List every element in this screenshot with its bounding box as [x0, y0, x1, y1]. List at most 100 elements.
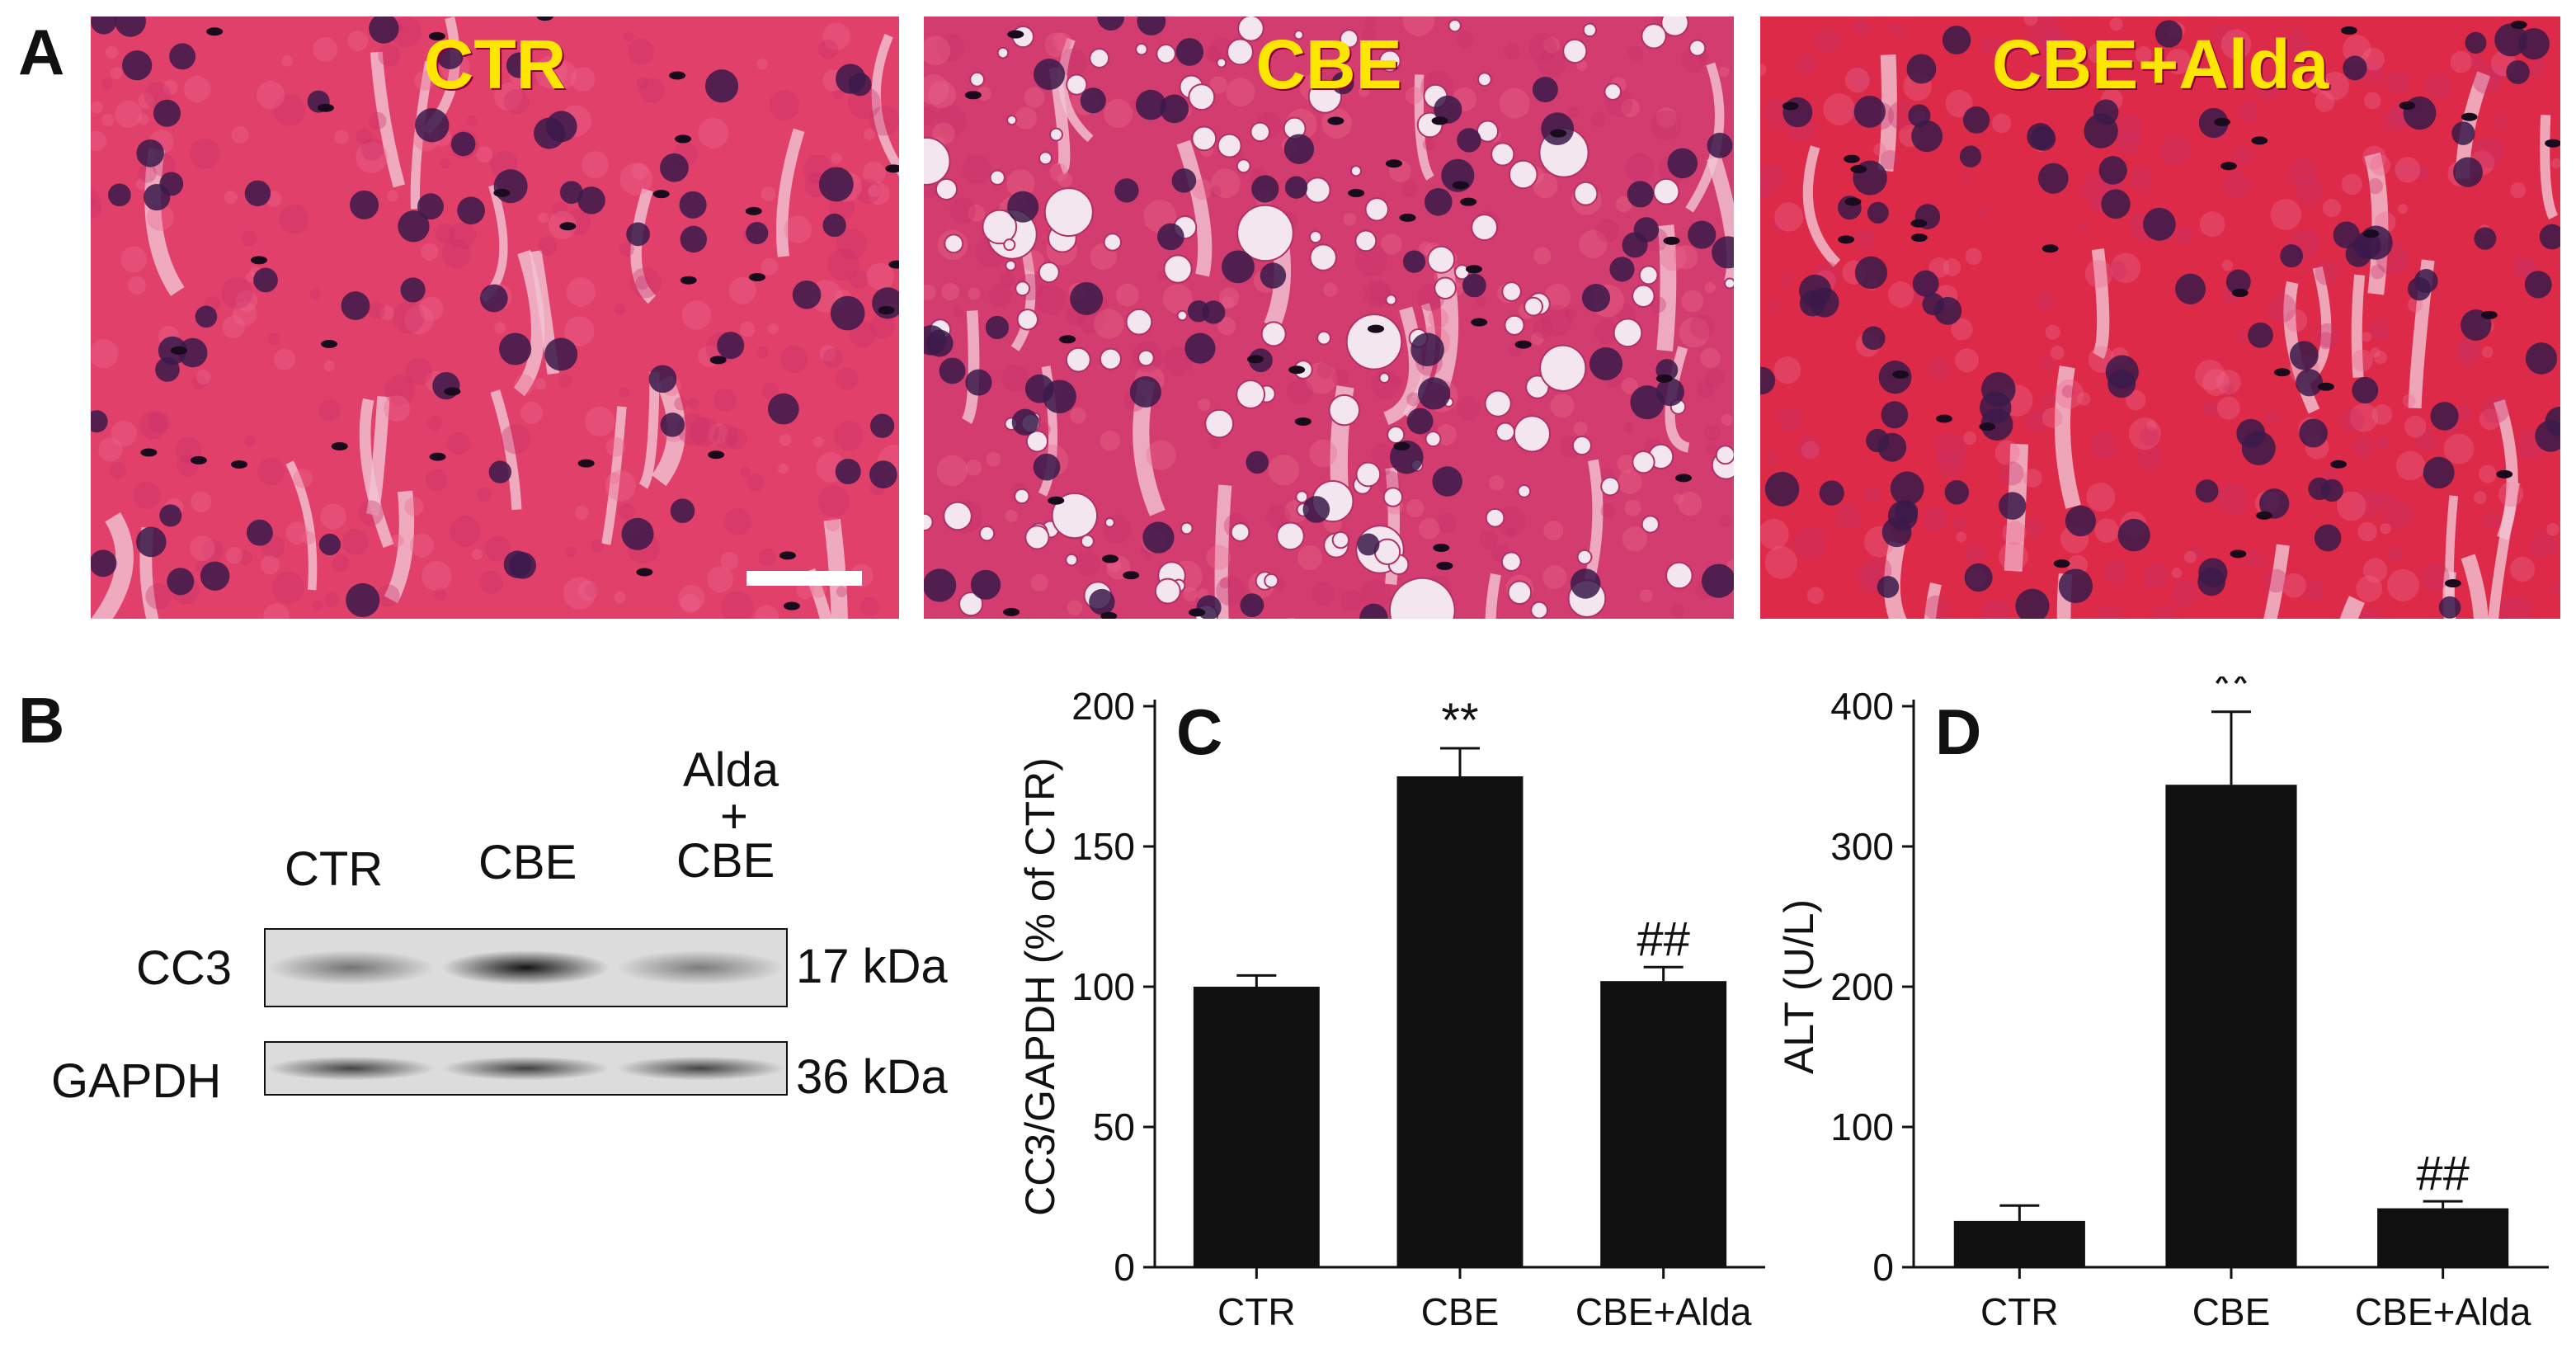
- nucleus: [545, 111, 577, 143]
- cytoplasm-granule: [1777, 407, 1802, 432]
- nucleus: [1246, 450, 1269, 474]
- nucleus: [648, 365, 677, 394]
- nucleus: [1359, 603, 1388, 619]
- cytoplasm-granule: [826, 248, 860, 281]
- lipid-vacuole: [1582, 22, 1598, 38]
- nucleus: [1260, 262, 1287, 289]
- cytoplasm-granule: [1305, 362, 1337, 394]
- cytoplasm-granule: [2443, 433, 2475, 464]
- kupffer-nucleus: [680, 276, 697, 285]
- nucleus: [559, 181, 583, 205]
- nucleus: [1999, 492, 2027, 520]
- lipid-vacuole: [1316, 330, 1331, 346]
- cytoplasm-granule: [1209, 437, 1221, 450]
- nucleus: [1877, 576, 1900, 598]
- lipid-vacuole: [924, 512, 934, 532]
- lipid-vacuole: [1660, 16, 1689, 37]
- cytoplasm-granule: [1503, 43, 1520, 60]
- nucleus: [1906, 54, 1937, 84]
- nucleus: [1129, 375, 1161, 408]
- kupffer-nucleus: [2341, 26, 2357, 35]
- cytoplasm-granule: [1674, 245, 1698, 270]
- lipid-vacuole: [1345, 314, 1403, 370]
- cytoplasm-granule: [1343, 212, 1357, 226]
- cytoplasm-granule: [2455, 339, 2482, 366]
- cytoplasm-granule: [1834, 502, 1862, 530]
- lipid-vacuole: [1339, 29, 1359, 49]
- cytoplasm-granule: [1681, 290, 1704, 313]
- cytoplasm-granule: [1457, 396, 1481, 421]
- cytoplasm-granule: [1309, 439, 1337, 468]
- cytoplasm-granule: [1623, 422, 1635, 433]
- cytoplasm-granule: [2499, 594, 2531, 619]
- kupffer-nucleus: [636, 568, 653, 577]
- cytoplasm-granule: [2349, 403, 2379, 432]
- chart-d-svg: 0 100 200 300 400 ALT (U/L) D CTR CBE ** CBE+Alda #…: [1776, 676, 2549, 1333]
- sinusoid: [1707, 155, 1734, 283]
- lipid-vacuole: [1006, 115, 1018, 126]
- kupffer-nucleus: [1910, 233, 1928, 243]
- lipid-vacuole: [1378, 372, 1391, 384]
- cytoplasm-granule: [1209, 185, 1222, 198]
- nucleus: [195, 305, 218, 328]
- cytoplasm-granule: [391, 534, 404, 548]
- cytoplasm-granule: [1814, 26, 1839, 53]
- cytoplasm-granule: [91, 199, 102, 219]
- cytoplasm-granule: [1479, 530, 1498, 549]
- sinusoid: [638, 371, 660, 489]
- cytoplasm-granule: [689, 417, 719, 447]
- cytoplasm-granule: [404, 304, 435, 335]
- cytoplasm-granule: [2519, 260, 2536, 276]
- lipid-vacuole: [1665, 561, 1693, 590]
- cytoplasm-granule: [869, 313, 895, 339]
- cytoplasm-granule: [235, 290, 258, 312]
- cytoplasm-granule: [2361, 332, 2372, 342]
- cytoplasm-granule: [1651, 110, 1681, 141]
- protein-label-cc3: CC3: [136, 941, 233, 995]
- nucleus: [2107, 369, 2136, 398]
- cytoplasm-granule: [356, 141, 388, 173]
- cytoplasm-granule: [2351, 349, 2373, 372]
- lipid-vacuole: [1688, 39, 1707, 57]
- panel-b-letter: B: [18, 684, 65, 757]
- kupffer-nucleus: [1782, 101, 1799, 111]
- significance-marker: **: [2212, 676, 2249, 711]
- cytoplasm-granule: [1211, 168, 1241, 199]
- cytoplasm-granule: [1370, 370, 1401, 399]
- lipid-vacuole: [1638, 265, 1659, 285]
- cytoplasm-granule: [2413, 163, 2430, 181]
- cytoplasm-granule: [1206, 544, 1231, 570]
- kupffer-nucleus: [2231, 289, 2249, 298]
- cytoplasm-granule: [356, 129, 373, 145]
- cytoplasm-granule: [769, 90, 799, 120]
- cytoplasm-granule: [2051, 49, 2062, 60]
- cytoplasm-granule: [584, 583, 598, 597]
- nucleus: [869, 460, 897, 489]
- cytoplasm-granule: [566, 277, 596, 307]
- micrograph-ctr-image: [91, 16, 899, 619]
- y-tick-label: 400: [1830, 685, 1894, 728]
- lipid-vacuole: [1485, 507, 1505, 528]
- cytoplasm-granule: [1406, 392, 1421, 407]
- nucleus: [499, 332, 532, 365]
- nucleus: [830, 295, 865, 331]
- cytoplasm-granule: [864, 128, 876, 140]
- cytoplasm-granule: [2322, 199, 2341, 218]
- nucleus: [792, 280, 822, 309]
- nucleus: [2423, 456, 2455, 489]
- nucleus: [818, 167, 854, 202]
- cytoplasm-granule: [575, 506, 589, 520]
- cytoplasm-granule: [109, 461, 127, 479]
- cytoplasm-granule: [2264, 568, 2288, 593]
- kupffer-nucleus: [1101, 554, 1119, 563]
- cytoplasm-granule: [1024, 87, 1045, 108]
- cytoplasm-granule: [2342, 35, 2371, 64]
- cytoplasm-granule: [1801, 441, 1820, 460]
- cytoplasm-granule: [936, 34, 965, 62]
- nucleus: [503, 550, 531, 578]
- cytoplasm-granule: [1844, 68, 1870, 93]
- kupffer-nucleus: [429, 452, 446, 461]
- lipid-vacuole: [1501, 281, 1522, 302]
- cytoplasm-granule: [427, 415, 443, 431]
- cytoplasm-granule: [409, 533, 435, 558]
